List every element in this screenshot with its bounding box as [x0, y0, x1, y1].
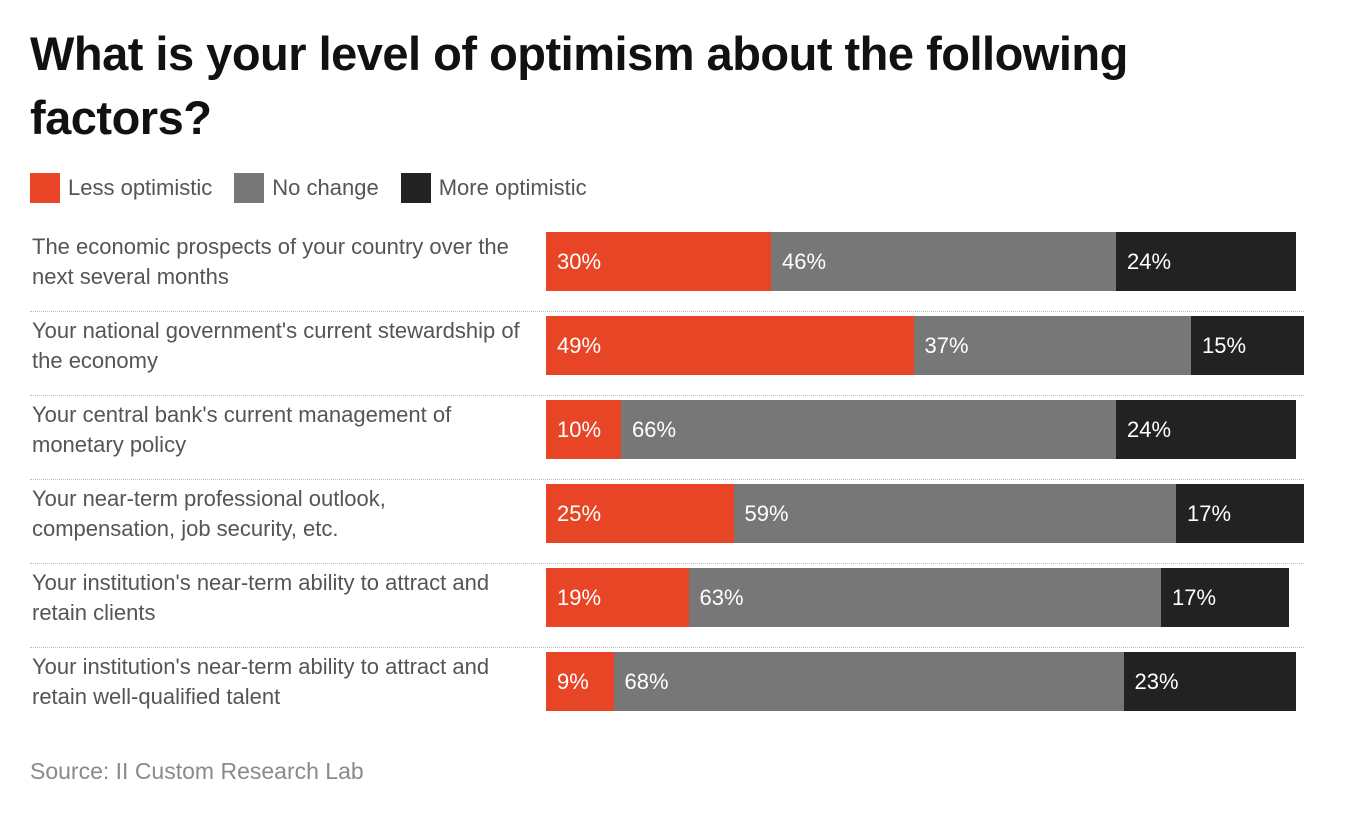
data-label: 68%: [624, 669, 669, 694]
data-label: 37%: [924, 333, 969, 358]
data-label: 30%: [557, 249, 602, 274]
legend: Less optimistic No change More optimistic: [30, 172, 609, 204]
data-label: 24%: [1127, 249, 1172, 274]
legend-item-more-optimistic: More optimistic: [400, 173, 587, 203]
category-label: Your central bank's current management o…: [32, 402, 452, 457]
category-label: Your institution's near-term ability to …: [32, 570, 490, 625]
bar-segment-more-optimistic: 15%: [1191, 316, 1304, 375]
data-label: 24%: [1127, 417, 1172, 442]
chart-row: Your near-term professional outlook, com…: [30, 480, 1304, 564]
legend-label-less-optimistic: Less optimistic: [68, 175, 213, 200]
bar-segment-more-optimistic: 23%: [1123, 652, 1296, 711]
data-label: 10%: [557, 417, 602, 442]
data-label: 19%: [557, 585, 602, 610]
bar-segment-no-change: 59%: [733, 484, 1176, 543]
bar-segment-more-optimistic: 24%: [1116, 400, 1296, 459]
bar-segment-less-optimistic: 9%: [546, 652, 614, 711]
bar-segment-less-optimistic: 25%: [546, 484, 734, 543]
data-label: 17%: [1187, 501, 1232, 526]
chart-row: Your institution's near-term ability to …: [30, 648, 1304, 732]
bar-segment-less-optimistic: 30%: [546, 232, 771, 291]
category-label: Your national government's current stewa…: [32, 318, 520, 373]
data-label: 46%: [782, 249, 827, 274]
bar-segment-less-optimistic: 19%: [546, 568, 689, 627]
chart-row: Your central bank's current management o…: [30, 396, 1304, 480]
legend-swatch-more-optimistic: [400, 173, 431, 203]
data-label: 25%: [557, 501, 602, 526]
category-label: Your near-term professional outlook, com…: [32, 486, 386, 541]
legend-item-no-change: No change: [234, 173, 379, 203]
data-label: 17%: [1172, 585, 1217, 610]
category-label: Your institution's near-term ability to …: [32, 654, 490, 709]
bar-segment-more-optimistic: 17%: [1176, 484, 1304, 543]
data-label: 15%: [1202, 333, 1247, 358]
bar-segment-no-change: 68%: [613, 652, 1124, 711]
chart-title: What is your level of optimism about the…: [30, 27, 1128, 144]
stacked-bar: 49% 37% 15%: [546, 316, 1304, 375]
bar-segment-no-change: 63%: [688, 568, 1161, 627]
stacked-bar: 30% 46% 24%: [546, 232, 1296, 291]
data-label: 9%: [557, 669, 589, 694]
chart-row: Your national government's current stewa…: [30, 312, 1304, 396]
chart-rows: The economic prospects of your country o…: [30, 228, 1304, 732]
stacked-bar: 9% 68% 23%: [546, 652, 1296, 711]
stacked-bar: 25% 59% 17%: [546, 484, 1304, 543]
bar-segment-no-change: 46%: [771, 232, 1116, 291]
legend-swatch-no-change: [234, 173, 265, 203]
source-note: Source: II Custom Research Lab: [30, 758, 364, 784]
bar-segment-no-change: 66%: [621, 400, 1116, 459]
stacked-bar: 19% 63% 17%: [546, 568, 1289, 627]
legend-item-less-optimistic: Less optimistic: [30, 173, 212, 203]
data-label: 49%: [557, 333, 602, 358]
bar-segment-no-change: 37%: [913, 316, 1191, 375]
data-label: 23%: [1134, 669, 1179, 694]
category-label: The economic prospects of your country o…: [32, 234, 509, 289]
chart-row: Your institution's near-term ability to …: [30, 564, 1304, 648]
data-label: 59%: [744, 501, 789, 526]
bar-segment-more-optimistic: 24%: [1116, 232, 1296, 291]
chart-row: The economic prospects of your country o…: [30, 228, 1304, 312]
data-label: 63%: [699, 585, 744, 610]
stacked-bar: 10% 66% 24%: [546, 400, 1296, 459]
bar-segment-more-optimistic: 17%: [1161, 568, 1289, 627]
data-label: 66%: [632, 417, 677, 442]
bar-segment-less-optimistic: 10%: [546, 400, 621, 459]
legend-label-more-optimistic: More optimistic: [438, 175, 587, 200]
legend-swatch-less-optimistic: [30, 173, 60, 203]
bar-segment-less-optimistic: 49%: [546, 316, 914, 375]
legend-label-no-change: No change: [272, 175, 379, 200]
